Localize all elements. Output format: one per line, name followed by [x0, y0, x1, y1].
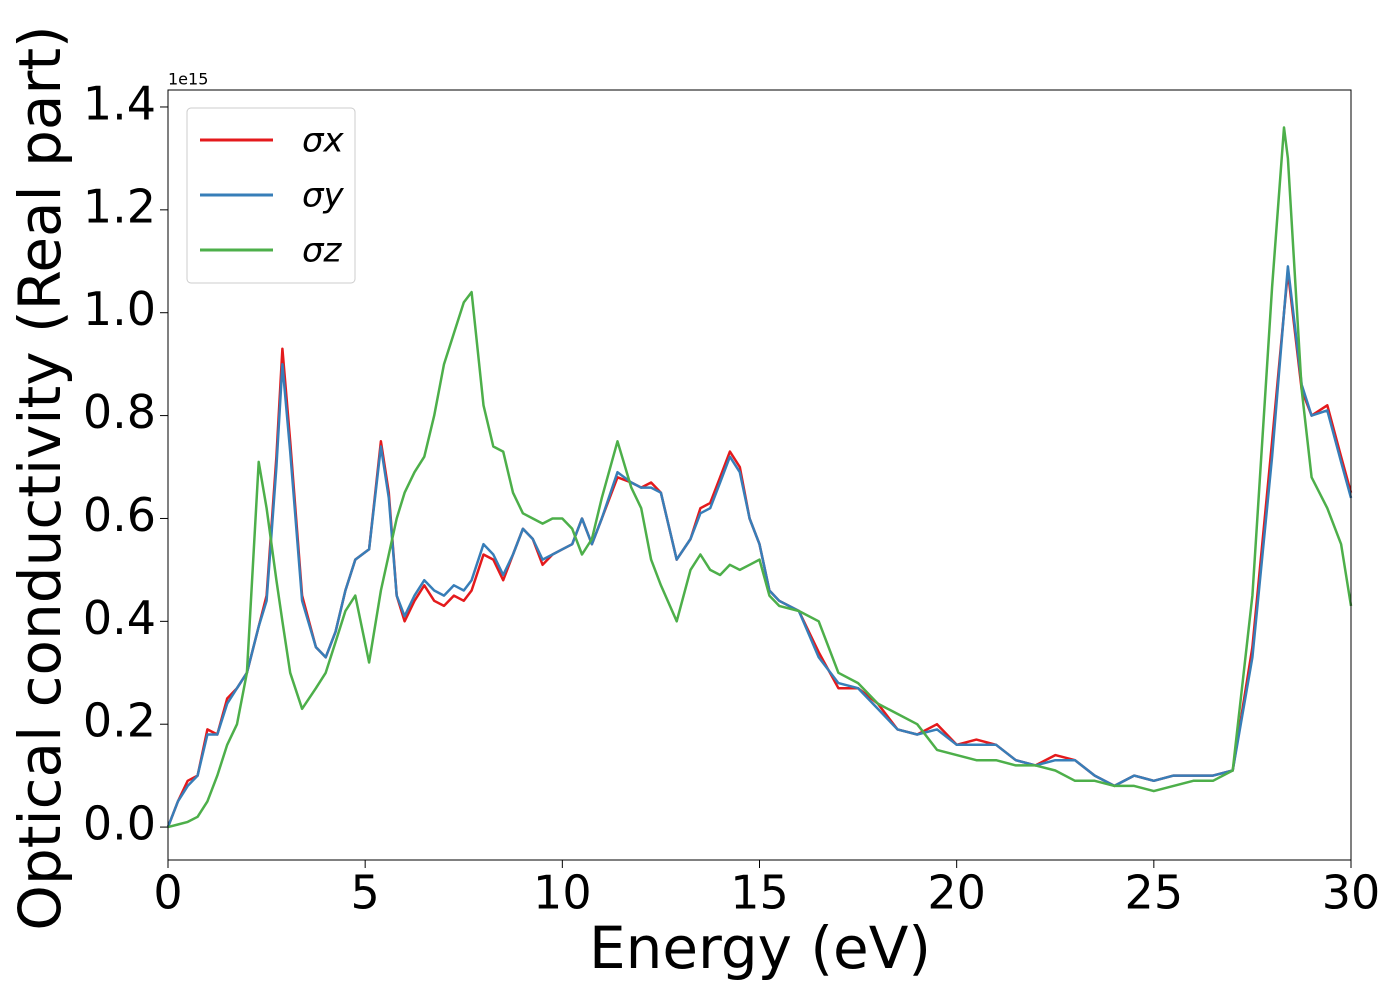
legend-label: σy [302, 176, 345, 216]
y-tick-label: 1.0 [83, 282, 156, 336]
x-tick-label: 0 [153, 866, 182, 920]
series-line [166, 265, 1353, 828]
plot-frame [167, 89, 1352, 861]
y-tick-label: 0.6 [83, 488, 156, 542]
x-tick-label: 20 [927, 866, 986, 920]
series-line [167, 126, 1353, 829]
y-offset-label: 1e15 [168, 70, 208, 89]
y-tick-label: 0.8 [83, 385, 156, 439]
x-tick-label: 5 [351, 866, 380, 920]
x-tick-label: 10 [533, 866, 592, 920]
y-tick-label: 0.4 [83, 591, 156, 645]
y-axis-label: Optical conductivity (Real part) [6, 25, 74, 930]
y-tick-label: 1.2 [83, 179, 156, 233]
y-tick-label: 1.4 [83, 76, 156, 130]
x-tick-label: 30 [1322, 866, 1381, 920]
x-tick-label: 25 [1125, 866, 1184, 920]
legend-label: σz [302, 231, 343, 271]
y-tick-label: 0.2 [83, 694, 156, 748]
y-tick-label: 0.0 [83, 797, 156, 851]
legend-label: σx [302, 121, 345, 161]
x-tick-label: 15 [730, 866, 789, 920]
x-axis-label: Energy (eV) [589, 914, 931, 982]
